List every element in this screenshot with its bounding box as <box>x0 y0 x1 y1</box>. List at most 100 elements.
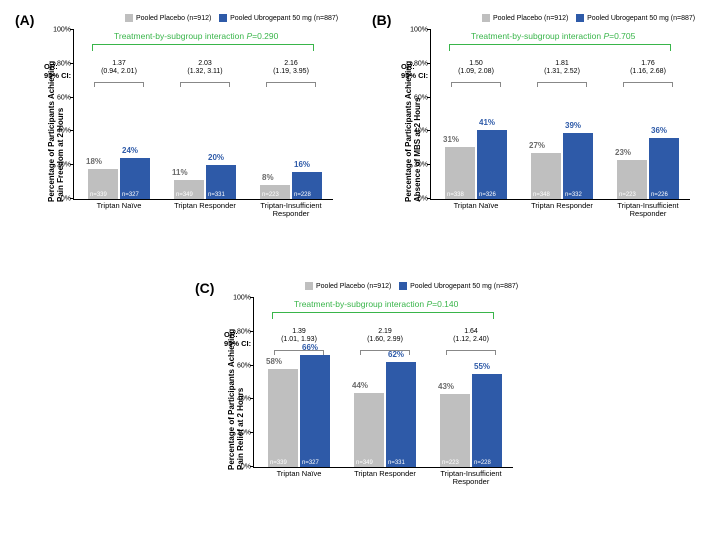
or-bracket <box>266 82 316 86</box>
legend-placebo-label: Pooled Placebo (n=912) <box>493 15 568 22</box>
legend-placebo-label: Pooled Placebo (n=912) <box>136 15 211 22</box>
ytick: 80% <box>414 60 431 67</box>
ytick: 0% <box>241 464 254 471</box>
panel-c-interaction: Treatment-by-subgroup interaction P=0.14… <box>294 299 458 309</box>
bar-placebo: 8% n=223 <box>260 185 290 199</box>
bar-n: n=223 <box>619 192 636 198</box>
bar-label: 24% <box>122 146 138 155</box>
or-cell: 2.03(1.32, 3.11) <box>174 60 236 76</box>
ytick: 20% <box>237 430 254 437</box>
or-bracket <box>451 82 501 86</box>
bar-drug: 24% n=327 <box>120 158 150 199</box>
bar-drug: 55% n=228 <box>472 374 502 467</box>
bar-drug: 39% n=332 <box>563 133 593 199</box>
bar-label: 41% <box>479 118 495 127</box>
or-label: OR: <box>44 62 58 71</box>
panel-c-chart: 0% 20% 40% 60% 80% 100% Treatment-by-sub… <box>253 298 513 468</box>
interaction-bracket <box>449 44 671 50</box>
bar-label: 8% <box>262 173 274 182</box>
legend-drug-label: Pooled Ubrogepant 50 mg (n=887) <box>410 283 518 290</box>
bar-n: n=332 <box>565 192 582 198</box>
ytick: 60% <box>57 94 74 101</box>
panel-a: (A) Pooled Placebo (n=912) Pooled Ubroge… <box>15 12 355 242</box>
bar-n: n=327 <box>122 192 139 198</box>
or-bracket <box>537 82 587 86</box>
ytick: 80% <box>57 60 74 67</box>
panel-b-letter: (B) <box>372 12 391 28</box>
legend-placebo-swatch <box>305 282 313 290</box>
bar-n: n=331 <box>388 460 405 466</box>
ytick: 20% <box>414 162 431 169</box>
bar-placebo: 11% n=349 <box>174 180 204 199</box>
legend-drug-swatch <box>576 14 584 22</box>
legend-drug-swatch <box>219 14 227 22</box>
bar-placebo: 18% n=339 <box>88 169 118 199</box>
bar-label: 27% <box>529 141 545 150</box>
ytick: 40% <box>57 128 74 135</box>
or-cell: 2.19(1.60, 2.99) <box>354 328 416 344</box>
or-bracket <box>623 82 673 86</box>
bar-n: n=339 <box>270 460 287 466</box>
bar-drug: 41% n=326 <box>477 130 507 199</box>
bar-placebo: 58% n=339 <box>268 369 298 467</box>
legend-b: Pooled Placebo (n=912) Pooled Ubrogepant… <box>482 14 695 22</box>
xcat: Triptan-InsufficientResponder <box>250 199 332 219</box>
or-label: OR: <box>401 62 415 71</box>
bar-label: 18% <box>86 157 102 166</box>
ytick: 80% <box>237 328 254 335</box>
or-label: OR: <box>224 330 238 339</box>
xcat: Triptan Naïve <box>258 467 340 478</box>
bar-label: 58% <box>266 357 282 366</box>
xcat: Triptan Responder <box>344 467 426 478</box>
xcat: Triptan Naïve <box>78 199 160 210</box>
or-cell: 2.16(1.19, 3.95) <box>260 60 322 76</box>
ytick: 100% <box>233 295 254 302</box>
bar-label: 20% <box>208 153 224 162</box>
bar-drug: 62% n=331 <box>386 362 416 467</box>
bar-label: 23% <box>615 148 631 157</box>
bar-n: n=349 <box>176 192 193 198</box>
ytick: 100% <box>410 27 431 34</box>
ytick: 0% <box>418 196 431 203</box>
xcat: Triptan Responder <box>521 199 603 210</box>
xcat: Triptan-InsufficientResponder <box>430 467 512 487</box>
or-cell: 1.64(1.12, 2.40) <box>440 328 502 344</box>
or-cell: 1.39(1.01, 1.93) <box>268 328 330 344</box>
bar-placebo: 23% n=223 <box>617 160 647 199</box>
legend-placebo-swatch <box>482 14 490 22</box>
legend-c: Pooled Placebo (n=912) Pooled Ubrogepant… <box>305 282 518 290</box>
bar-label: 39% <box>565 121 581 130</box>
or-bracket <box>94 82 144 86</box>
xcat: Triptan Responder <box>164 199 246 210</box>
bar-label: 66% <box>302 343 318 352</box>
panel-b-interaction: Treatment-by-subgroup interaction P=0.70… <box>471 31 635 41</box>
ci-label: 95% CI: <box>224 339 251 348</box>
bar-placebo: 27% n=348 <box>531 153 561 199</box>
or-bracket <box>446 350 496 354</box>
or-cell: 1.81(1.31, 2.52) <box>531 60 593 76</box>
ci-label: 95% CI: <box>401 71 428 80</box>
bar-n: n=348 <box>533 192 550 198</box>
panel-a-letter: (A) <box>15 12 34 28</box>
ytick: 20% <box>57 162 74 169</box>
ytick: 0% <box>61 196 74 203</box>
panel-b: (B) Pooled Placebo (n=912) Pooled Ubroge… <box>372 12 709 242</box>
bar-n: n=327 <box>302 460 319 466</box>
legend-a: Pooled Placebo (n=912) Pooled Ubrogepant… <box>125 14 338 22</box>
panel-c: (C) Pooled Placebo (n=912) Pooled Ubroge… <box>195 280 535 510</box>
bar-n: n=331 <box>208 192 225 198</box>
or-cell: 1.50(1.09, 2.08) <box>445 60 507 76</box>
ytick: 60% <box>414 94 431 101</box>
bar-n: n=223 <box>442 460 459 466</box>
bar-label: 62% <box>388 350 404 359</box>
bar-placebo: 43% n=223 <box>440 394 470 467</box>
bar-label: 55% <box>474 362 490 371</box>
panel-a-interaction: Treatment-by-subgroup interaction P=0.29… <box>114 31 278 41</box>
legend-drug-swatch <box>399 282 407 290</box>
ytick: 100% <box>53 27 74 34</box>
xcat: Triptan-InsufficientResponder <box>607 199 689 219</box>
legend-placebo-swatch <box>125 14 133 22</box>
ytick: 40% <box>237 396 254 403</box>
bar-drug: 20% n=331 <box>206 165 236 199</box>
bar-label: 44% <box>352 381 368 390</box>
